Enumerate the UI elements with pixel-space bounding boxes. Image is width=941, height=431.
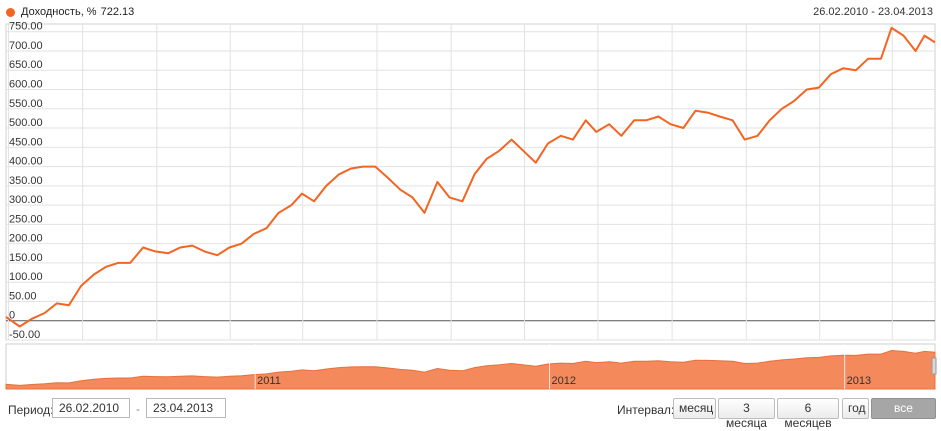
period-to-input[interactable]: 23.04.2013 [146,398,226,418]
y-tick-label: 750.00 [9,21,43,33]
interval-3-months-button[interactable]: 3 месяца [718,398,775,430]
navigator-handle [931,357,937,375]
chart-legend: Доходность, % 722.13 [6,4,134,20]
y-tick-label: 300.00 [9,194,43,206]
yield-chart: -50.00 0 50.00 100.00 150.00 200.00 250.00 300.… [5,21,937,390]
legend-value: 722.13 [100,6,135,18]
y-tick-label: 350.00 [9,175,43,187]
y-tick-label: 700.00 [9,40,43,52]
series-line [5,26,936,328]
y-tick-label: 500.00 [9,117,43,129]
y-tick-label: 450.00 [9,136,43,148]
period-label: Период: [8,403,54,417]
series-marker-icon [6,7,15,17]
y-tick-label: 550.00 [9,98,43,110]
y-tick-label: 0 [9,310,15,322]
interval-year-button[interactable]: год [842,398,869,419]
y-tick-label: -50.00 [9,329,40,341]
y-tick-label: 100.00 [9,271,43,283]
period-from-input[interactable]: 26.02.2010 [52,398,130,418]
legend-label: Доходность, % [21,6,97,18]
y-tick-label: 400.00 [9,156,43,168]
period-separator: - [136,402,140,416]
y-tick-label: 600.00 [9,79,43,91]
interval-month-button[interactable]: месяц [673,398,716,419]
y-tick-label: 650.00 [9,59,43,71]
interval-6-months-button[interactable]: 6 месяцев [777,398,839,430]
navigator-area [5,349,936,390]
navigator-year-label: 2012 [552,375,576,387]
navigator-year-label: 2011 [257,375,281,387]
y-tick-label: 200.00 [9,233,43,245]
interval-all-time-button[interactable]: все время [871,398,936,430]
date-range-label: 26.02.2010 - 23.04.2013 [813,6,933,18]
y-tick-label: 50.00 [9,290,37,302]
y-tick-label: 150.00 [9,252,43,264]
chart-controls: Период: 26.02.2010 - 23.04.2013 Интервал… [0,397,941,430]
y-tick-label: 250.00 [9,213,43,225]
interval-label: Интервал: [617,403,675,417]
navigator-year-label: 2013 [847,375,871,387]
